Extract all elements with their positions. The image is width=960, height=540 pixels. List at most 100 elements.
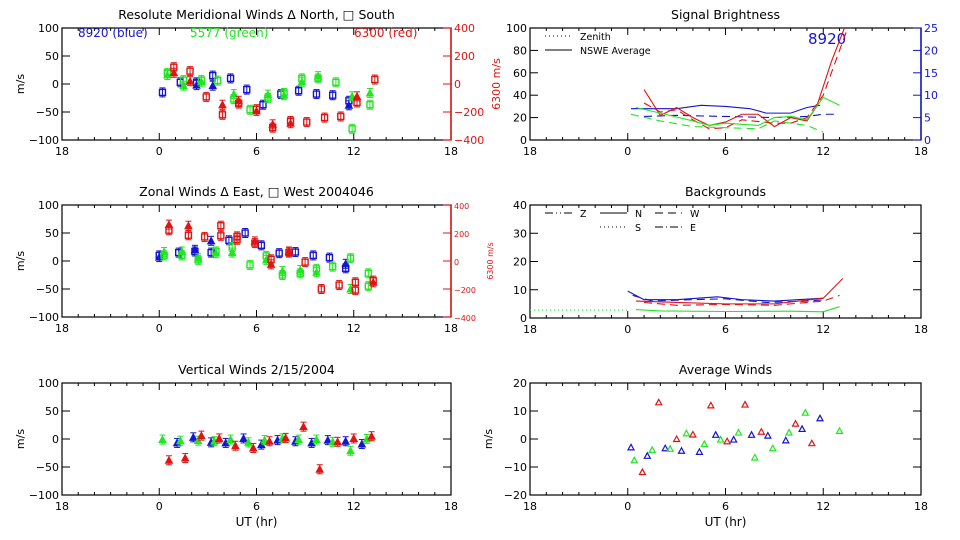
data-point-triangle <box>180 453 190 462</box>
data-point-triangle <box>734 428 743 436</box>
data-point-triangle <box>695 447 704 455</box>
data-point-triangle <box>164 455 174 464</box>
y-tick-label: 100 <box>38 22 59 35</box>
data-point-triangle <box>313 71 323 80</box>
data-point-triangle <box>163 70 172 79</box>
x-tick-label: 6 <box>253 322 260 335</box>
y-tick-label: 0 <box>520 312 527 325</box>
x-tick-label: 18 <box>914 145 928 158</box>
data-point-triangle <box>286 118 295 127</box>
data-point-triangle <box>677 446 686 454</box>
chart-title: Average Winds <box>679 362 772 377</box>
x-tick-label: 6 <box>722 323 729 336</box>
data-point-square <box>243 85 251 94</box>
data-point-triangle <box>315 464 325 473</box>
right-axis-label: 6300 m/s <box>486 242 495 280</box>
data-point-square <box>325 253 334 262</box>
y-tick-label: 0 <box>52 78 59 91</box>
chart-title: Backgrounds <box>685 184 766 199</box>
data-point-triangle <box>757 427 766 435</box>
data-point-triangle <box>179 81 188 90</box>
right-y-tick-label: −400 <box>454 314 476 323</box>
plot-frame <box>529 204 922 319</box>
data-point-square <box>202 93 210 101</box>
data-point-triangle <box>252 106 261 115</box>
data-point-triangle <box>248 443 258 452</box>
data-point-triangle <box>188 432 198 441</box>
data-point-triangle <box>284 246 294 255</box>
data-point-triangle <box>184 221 193 230</box>
data-point-triangle <box>263 90 273 99</box>
data-point-square <box>364 269 373 278</box>
x-tick-label: 18 <box>444 145 458 158</box>
legend-label: E <box>690 223 696 234</box>
legend-label: W <box>690 209 700 220</box>
series-line-green <box>635 306 840 313</box>
x-tick-label: 0 <box>156 145 163 158</box>
data-point-triangle <box>706 401 715 409</box>
panel-zonal: Zonal Winds Δ East, □ West 2004046 18 0 6 12… <box>14 184 495 335</box>
data-point-square <box>371 75 379 84</box>
data-point-triangle <box>346 446 355 455</box>
data-point-triangle <box>333 437 342 446</box>
x-tick-label: 18 <box>523 500 537 513</box>
data-point-triangle <box>312 267 321 276</box>
annotation-label: 8920 <box>808 30 846 48</box>
data-point-square <box>312 90 321 98</box>
x-tick-label: 18 <box>55 145 69 158</box>
data-point-triangle <box>630 456 639 464</box>
data-point-triangle <box>239 433 248 442</box>
chart-title: Resolute Meridional Winds Δ North, □ Sou… <box>118 7 395 22</box>
legend-label: Z <box>580 209 587 220</box>
right-y-tick-label: −200 <box>454 286 476 295</box>
series-line-red <box>635 278 844 305</box>
y-axis-label: m/s <box>14 429 27 449</box>
data-point-square <box>320 113 329 122</box>
right-y-tick-label: 200 <box>454 230 469 239</box>
y-tick-label: 20 <box>513 112 527 125</box>
right-y-tick-label: 15 <box>924 67 938 80</box>
y-tick-label: 40 <box>513 199 527 212</box>
data-point-square <box>209 71 217 80</box>
data-point-square <box>158 88 167 97</box>
data-point-triangle <box>835 426 844 434</box>
legend-label: Zenith <box>580 32 611 43</box>
data-point-square <box>218 111 227 119</box>
data-point-triangle <box>791 419 800 427</box>
x-tick-label: 18 <box>55 500 69 513</box>
y-axis-label: m/s <box>14 74 27 94</box>
data-point-square <box>200 233 209 241</box>
data-point-triangle <box>177 246 187 255</box>
data-point-triangle <box>197 77 206 86</box>
y-tick-label: 100 <box>38 377 59 390</box>
data-point-square <box>332 78 340 87</box>
data-point-square <box>309 251 317 260</box>
chart-title: Zonal Winds Δ East, □ West 2004046 <box>139 184 374 199</box>
right-y-tick-label: 400 <box>454 202 469 211</box>
data-point-square <box>328 262 337 271</box>
x-tick-label: 18 <box>914 323 928 336</box>
y-tick-label: −50 <box>36 461 59 474</box>
data-point-triangle <box>672 434 681 443</box>
y-tick-label: 20 <box>513 256 527 269</box>
data-point-triangle <box>648 445 657 454</box>
data-point-triangle <box>231 441 240 450</box>
y-tick-label: 100 <box>506 22 527 35</box>
y-tick-label: −50 <box>36 283 59 296</box>
y-axis-label: m/s <box>14 251 27 271</box>
y-tick-label: −10 <box>504 461 527 474</box>
y-tick-label: 0 <box>52 255 59 268</box>
right-y-tick-label: −400 <box>454 134 484 147</box>
y-tick-label: 20 <box>513 377 527 390</box>
legend-label: NSWE Average <box>580 46 651 57</box>
data-point-triangle <box>185 76 195 85</box>
data-point-square <box>233 236 241 244</box>
data-point-triangle <box>666 444 675 452</box>
right-y-tick-label: −200 <box>454 106 484 119</box>
series-line-green <box>630 113 824 133</box>
data-point-triangle <box>729 435 738 443</box>
data-point-square <box>217 232 225 240</box>
chart-title: Signal Brightness <box>671 7 780 22</box>
plot-frame <box>61 204 452 318</box>
